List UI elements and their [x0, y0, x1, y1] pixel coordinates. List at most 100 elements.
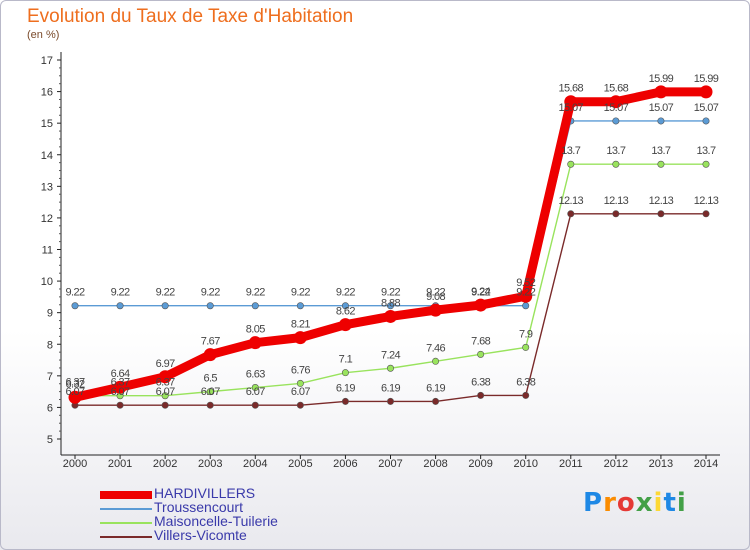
data-point [657, 210, 665, 218]
data-label: 8.62 [336, 306, 355, 318]
data-point [296, 302, 304, 310]
data-point [612, 117, 620, 125]
x-tick-label: 2014 [694, 458, 718, 470]
x-tick-label: 2012 [604, 458, 628, 470]
data-label: 7.67 [201, 336, 220, 348]
logo-letter: x [635, 488, 654, 518]
data-label: 9.24 [471, 286, 490, 298]
data-label: 15.99 [649, 73, 674, 85]
data-label: 9.22 [111, 287, 130, 299]
data-point [477, 350, 485, 358]
y-tick-label: 17 [41, 55, 53, 67]
axes: 5 6 7 8 9 10 11 12 13 14 15 16 17 2000 2001 2002 2003 200… [41, 52, 720, 470]
data-label: 9.52 [516, 277, 535, 289]
x-tick-label: 2013 [649, 458, 673, 470]
x-tick-label: 2011 [559, 458, 583, 470]
x-tick-label: 2002 [153, 458, 177, 470]
data-point [609, 95, 623, 109]
data-label: 9.22 [291, 287, 310, 299]
data-label: 6.19 [426, 382, 445, 394]
data-point [116, 302, 124, 310]
x-tick-label: 2003 [198, 458, 222, 470]
data-point [341, 302, 349, 310]
data-label: 8.21 [291, 319, 310, 331]
data-point [519, 289, 533, 303]
y-tick-label: 12 [41, 213, 53, 225]
data-point [477, 391, 485, 399]
series-layer [68, 85, 713, 409]
data-point [161, 392, 169, 400]
x-tick-label: 2004 [243, 458, 267, 470]
data-point [248, 336, 262, 350]
data-label: 7.1 [339, 354, 353, 366]
data-point [113, 380, 127, 394]
data-label: 6.38 [471, 376, 490, 388]
data-point [657, 117, 665, 125]
data-point [338, 318, 352, 332]
data-label: 15.07 [694, 102, 719, 114]
data-point [474, 298, 488, 312]
data-point [654, 85, 668, 99]
data-label: 12.13 [649, 195, 674, 207]
data-point [522, 302, 530, 310]
x-tick-label: 2001 [108, 458, 132, 470]
data-point [429, 303, 443, 317]
y-tick-label: 7 [47, 371, 53, 383]
data-label: 12.13 [694, 195, 719, 207]
x-tick-label: 2008 [423, 458, 447, 470]
logo-letter: o [616, 488, 636, 518]
data-label: 7.24 [381, 349, 400, 361]
data-label: 9.22 [246, 287, 265, 299]
data-label: 12.13 [604, 195, 629, 207]
legend-swatch [100, 522, 152, 524]
y-tick-label: 10 [41, 276, 53, 288]
data-point [702, 160, 710, 168]
y-tick-label: 8 [47, 339, 53, 351]
legend-label: Troussencourt [154, 499, 243, 515]
data-label: 15.68 [604, 83, 629, 95]
data-point [702, 117, 710, 125]
y-tick-label: 9 [47, 308, 53, 320]
y-tick-label: 5 [47, 434, 53, 446]
data-point [386, 397, 394, 405]
data-label: 7.68 [471, 335, 490, 347]
data-label: 9.22 [65, 287, 84, 299]
data-point [68, 390, 82, 404]
logo-letter: i [653, 488, 664, 518]
data-label: 6.07 [156, 386, 175, 398]
data-label: 15.07 [649, 102, 674, 114]
data-label: 13.7 [561, 145, 580, 157]
data-label: 7.46 [426, 342, 445, 354]
data-point [206, 302, 214, 310]
data-point [567, 210, 575, 218]
y-tick-label: 6 [47, 402, 53, 414]
data-label: 6.76 [291, 364, 310, 376]
data-point [384, 309, 397, 323]
chart-subtitle: (en %) [27, 29, 60, 41]
data-point [699, 85, 713, 99]
data-point [116, 401, 124, 409]
data-label: 6.07 [111, 386, 130, 398]
data-point [251, 384, 259, 392]
data-label: 9.22 [336, 287, 355, 299]
data-point [206, 401, 214, 409]
data-label: 6.64 [111, 368, 130, 380]
data-label: 6.32 [65, 378, 84, 390]
y-tick-label: 13 [41, 181, 53, 193]
x-tick-label: 2009 [468, 458, 492, 470]
legend-swatch [100, 491, 152, 499]
data-point [158, 370, 172, 384]
data-point [251, 302, 259, 310]
legend-label: Villers-Vicomte [154, 527, 247, 543]
data-label: 13.7 [651, 145, 670, 157]
data-point [341, 369, 349, 377]
x-tick-label: 2006 [333, 458, 357, 470]
x-tick-label: 2010 [513, 458, 537, 470]
data-point [567, 160, 575, 168]
logo-letter: P [583, 488, 604, 518]
data-point [293, 331, 307, 345]
legend-swatch [100, 536, 152, 538]
logo-letter: r [603, 488, 617, 518]
data-label: 15.07 [559, 102, 584, 114]
